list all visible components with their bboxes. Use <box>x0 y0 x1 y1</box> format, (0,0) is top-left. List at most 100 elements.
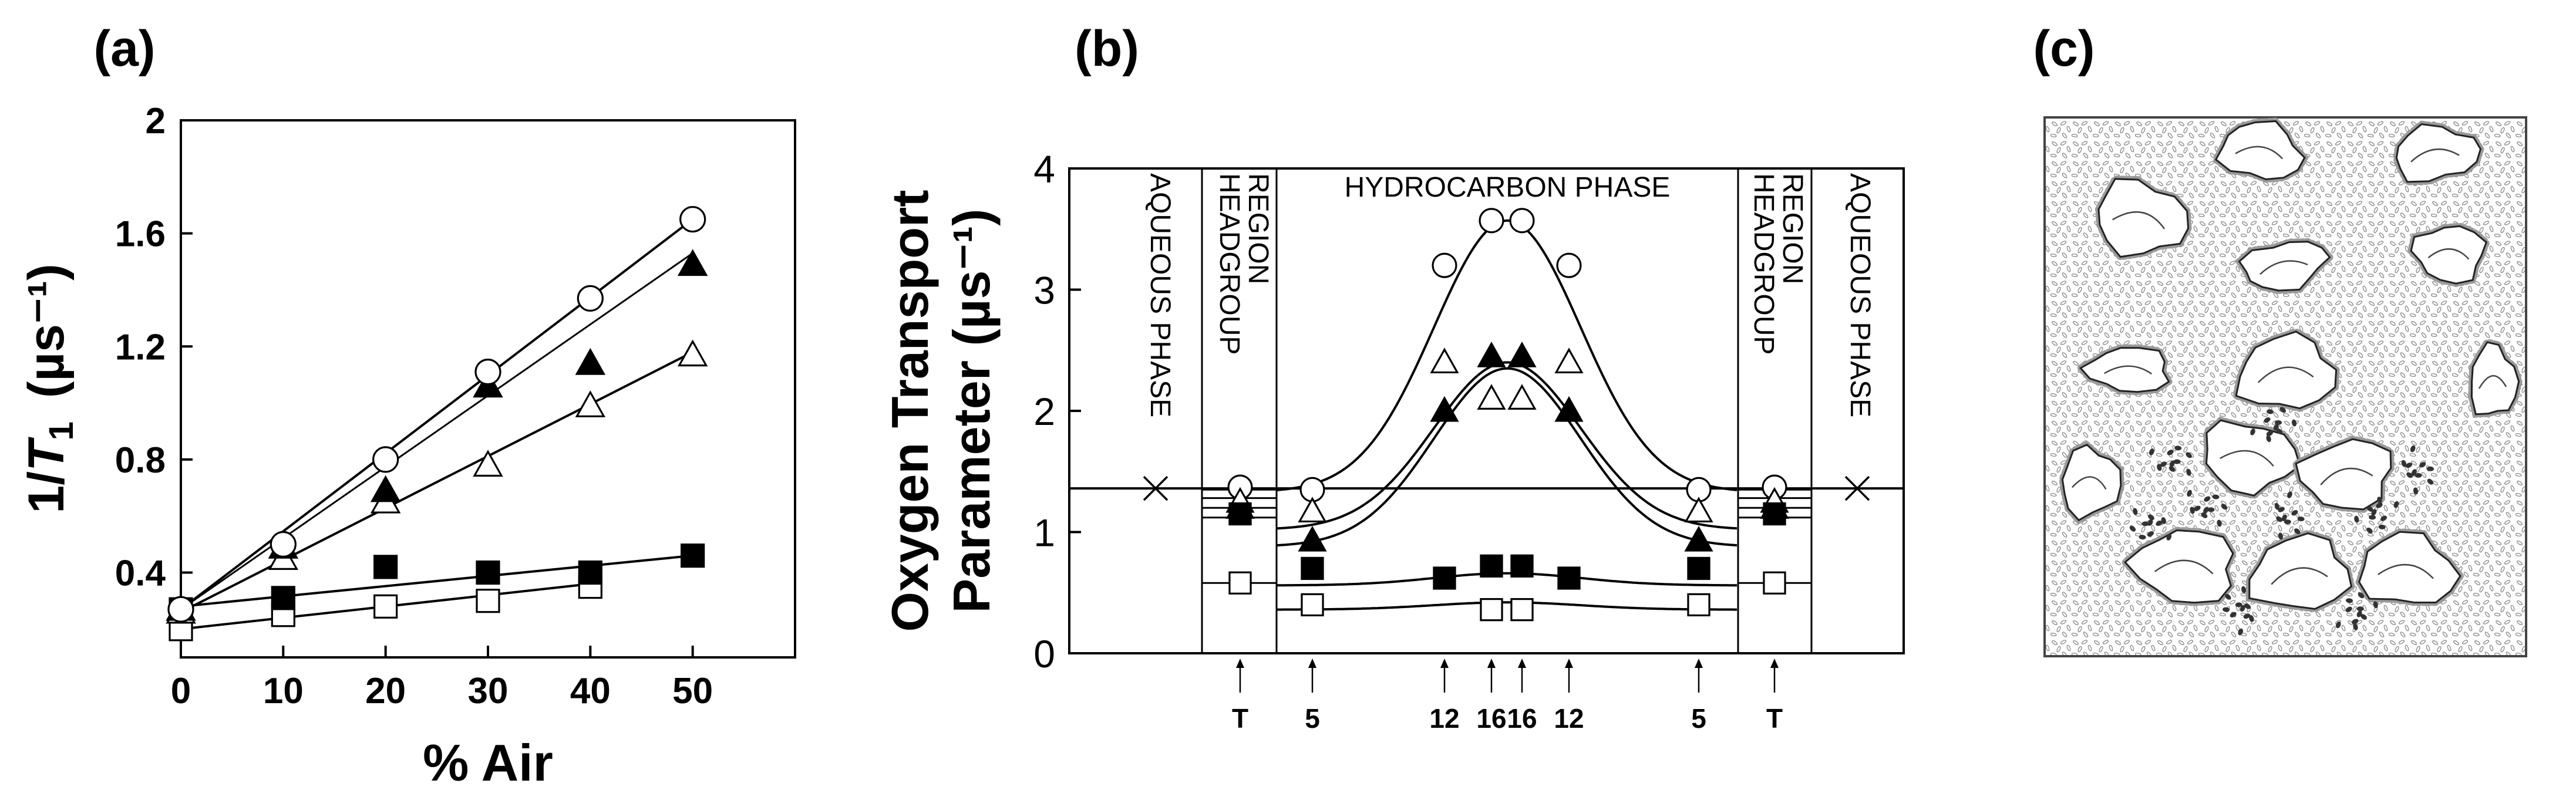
region-label-5: REGION <box>1777 173 1808 284</box>
data-point-b <box>1763 502 1786 526</box>
dark-molecule <box>2173 459 2181 464</box>
region-label-1: HEADGROUP <box>1214 173 1245 355</box>
y-tick-label-a: 0.8 <box>115 440 166 481</box>
data-point-a <box>270 531 297 558</box>
domain-outline <box>2295 438 2392 511</box>
dark-molecule <box>2230 612 2237 617</box>
dark-molecule <box>2147 531 2154 537</box>
y-label-b-line2: Parameter (µs⁻¹) <box>942 209 1001 613</box>
dark-molecule <box>2393 501 2399 508</box>
dark-molecule <box>2168 466 2176 472</box>
dark-molecule <box>2281 514 2287 521</box>
domain-inner-line <box>2259 260 2308 275</box>
region-label-6: AQUEOUS PHASE <box>1844 173 1875 417</box>
region-label-0: AQUEOUS PHASE <box>1144 173 1176 417</box>
domain-inner-line <box>2410 148 2460 163</box>
position-arrowhead <box>1518 659 1526 668</box>
protein-domain <box>2407 222 2491 288</box>
data-point-a <box>373 555 398 579</box>
dark-molecule <box>2156 521 2163 526</box>
data-point-a <box>271 586 295 610</box>
data-point-b <box>1507 384 1537 410</box>
dark-molecule <box>2187 490 2192 497</box>
y-tick-label-b: 3 <box>1033 269 1055 312</box>
y-label-b-line1: Oxygen Transport <box>881 190 939 632</box>
dark-molecule <box>2141 521 2149 526</box>
domain-outline <box>2123 529 2234 604</box>
region-label-2: REGION <box>1242 173 1274 284</box>
dark-molecule <box>2273 424 2279 431</box>
dark-molecule <box>2380 515 2388 521</box>
dark-molecule <box>2335 621 2341 629</box>
domain-inner-line <box>2154 559 2214 575</box>
data-point-b <box>1430 396 1459 422</box>
data-point-b <box>1510 598 1534 622</box>
dark-molecule <box>2284 519 2291 525</box>
dark-molecule <box>2266 430 2274 436</box>
fit-line-a <box>180 554 693 608</box>
domain-outline <box>2470 341 2520 416</box>
position-label: 5 <box>1691 703 1706 734</box>
dark-molecule <box>2279 407 2287 413</box>
position-arrowhead <box>1308 659 1316 668</box>
data-point-b <box>1430 347 1459 374</box>
domain-outline <box>2410 225 2488 285</box>
y-axis-label-a: 1/T1 (µs⁻¹) <box>18 264 80 513</box>
y-tick-label-a: 1.2 <box>115 327 166 367</box>
dark-molecule <box>2401 460 2407 467</box>
panel-label-b: (b) <box>1075 21 1139 77</box>
y-tick-label-a: 2 <box>146 101 166 141</box>
dark-molecule <box>2275 420 2282 425</box>
x-tick-label-a: 20 <box>365 671 406 711</box>
dark-molecule <box>2160 461 2167 467</box>
dark-molecule <box>2190 507 2195 514</box>
data-point-b <box>1507 341 1537 367</box>
data-point-b <box>1301 593 1324 617</box>
position-label: T <box>1232 703 1248 734</box>
protein-domain <box>2468 338 2523 418</box>
y-label-a-main: 1/ <box>18 471 75 514</box>
y-label-a-unit: (µs⁻¹) <box>18 264 75 398</box>
domain-outline <box>2238 241 2331 292</box>
aqueous-x-marker <box>1844 475 1870 501</box>
protein-domain <box>2095 175 2192 261</box>
domain-inner-line <box>2257 366 2314 383</box>
dark-molecule <box>2356 606 2364 612</box>
svg-text:1/T1(µs⁻¹): 1/T1 (µs⁻¹) <box>18 264 80 513</box>
dark-molecule <box>2366 506 2373 512</box>
dark-molecule <box>2204 496 2211 502</box>
data-point-a <box>476 560 500 585</box>
panel-label-c: (c) <box>2033 21 2095 77</box>
dark-molecule <box>2174 445 2182 451</box>
position-label: 5 <box>1305 703 1320 734</box>
dark-molecule <box>2369 515 2376 520</box>
protein-domain <box>2355 528 2465 606</box>
domain-outline <box>2358 531 2461 604</box>
domain-inner-line <box>2235 146 2284 160</box>
domain-inner-line <box>2320 467 2373 485</box>
data-point-b <box>1479 208 1504 234</box>
data-point-a <box>677 249 708 276</box>
fit-line-a <box>180 351 693 613</box>
chart-a: 0 10 20 30 40 50 0.4 0.8 1.2 1.6 2 % Air 1/T1 (µs⁻¹… <box>18 101 796 792</box>
fit-line-a <box>180 218 693 610</box>
data-point-b <box>1684 497 1713 523</box>
domain-inner-line <box>2104 365 2152 375</box>
dark-molecule <box>2186 468 2191 476</box>
dark-molecule <box>2250 428 2255 436</box>
position-arrowhead <box>1565 659 1573 668</box>
data-point-b <box>1480 554 1503 578</box>
dark-molecule <box>2147 519 2153 526</box>
aqueous-x-marker <box>1143 475 1169 501</box>
data-point-a <box>473 450 503 477</box>
dark-molecule <box>2235 602 2242 607</box>
data-point-b <box>1556 252 1582 278</box>
profile-curve <box>1276 361 1737 530</box>
position-label: 12 <box>1554 703 1584 734</box>
dark-molecule <box>2405 463 2413 468</box>
x-tick-label-a: 40 <box>570 671 611 711</box>
position-label: T <box>1766 703 1783 734</box>
domain-inner-line <box>2220 450 2274 467</box>
dark-molecule <box>2345 606 2352 612</box>
domain-inner-line <box>2378 563 2434 579</box>
